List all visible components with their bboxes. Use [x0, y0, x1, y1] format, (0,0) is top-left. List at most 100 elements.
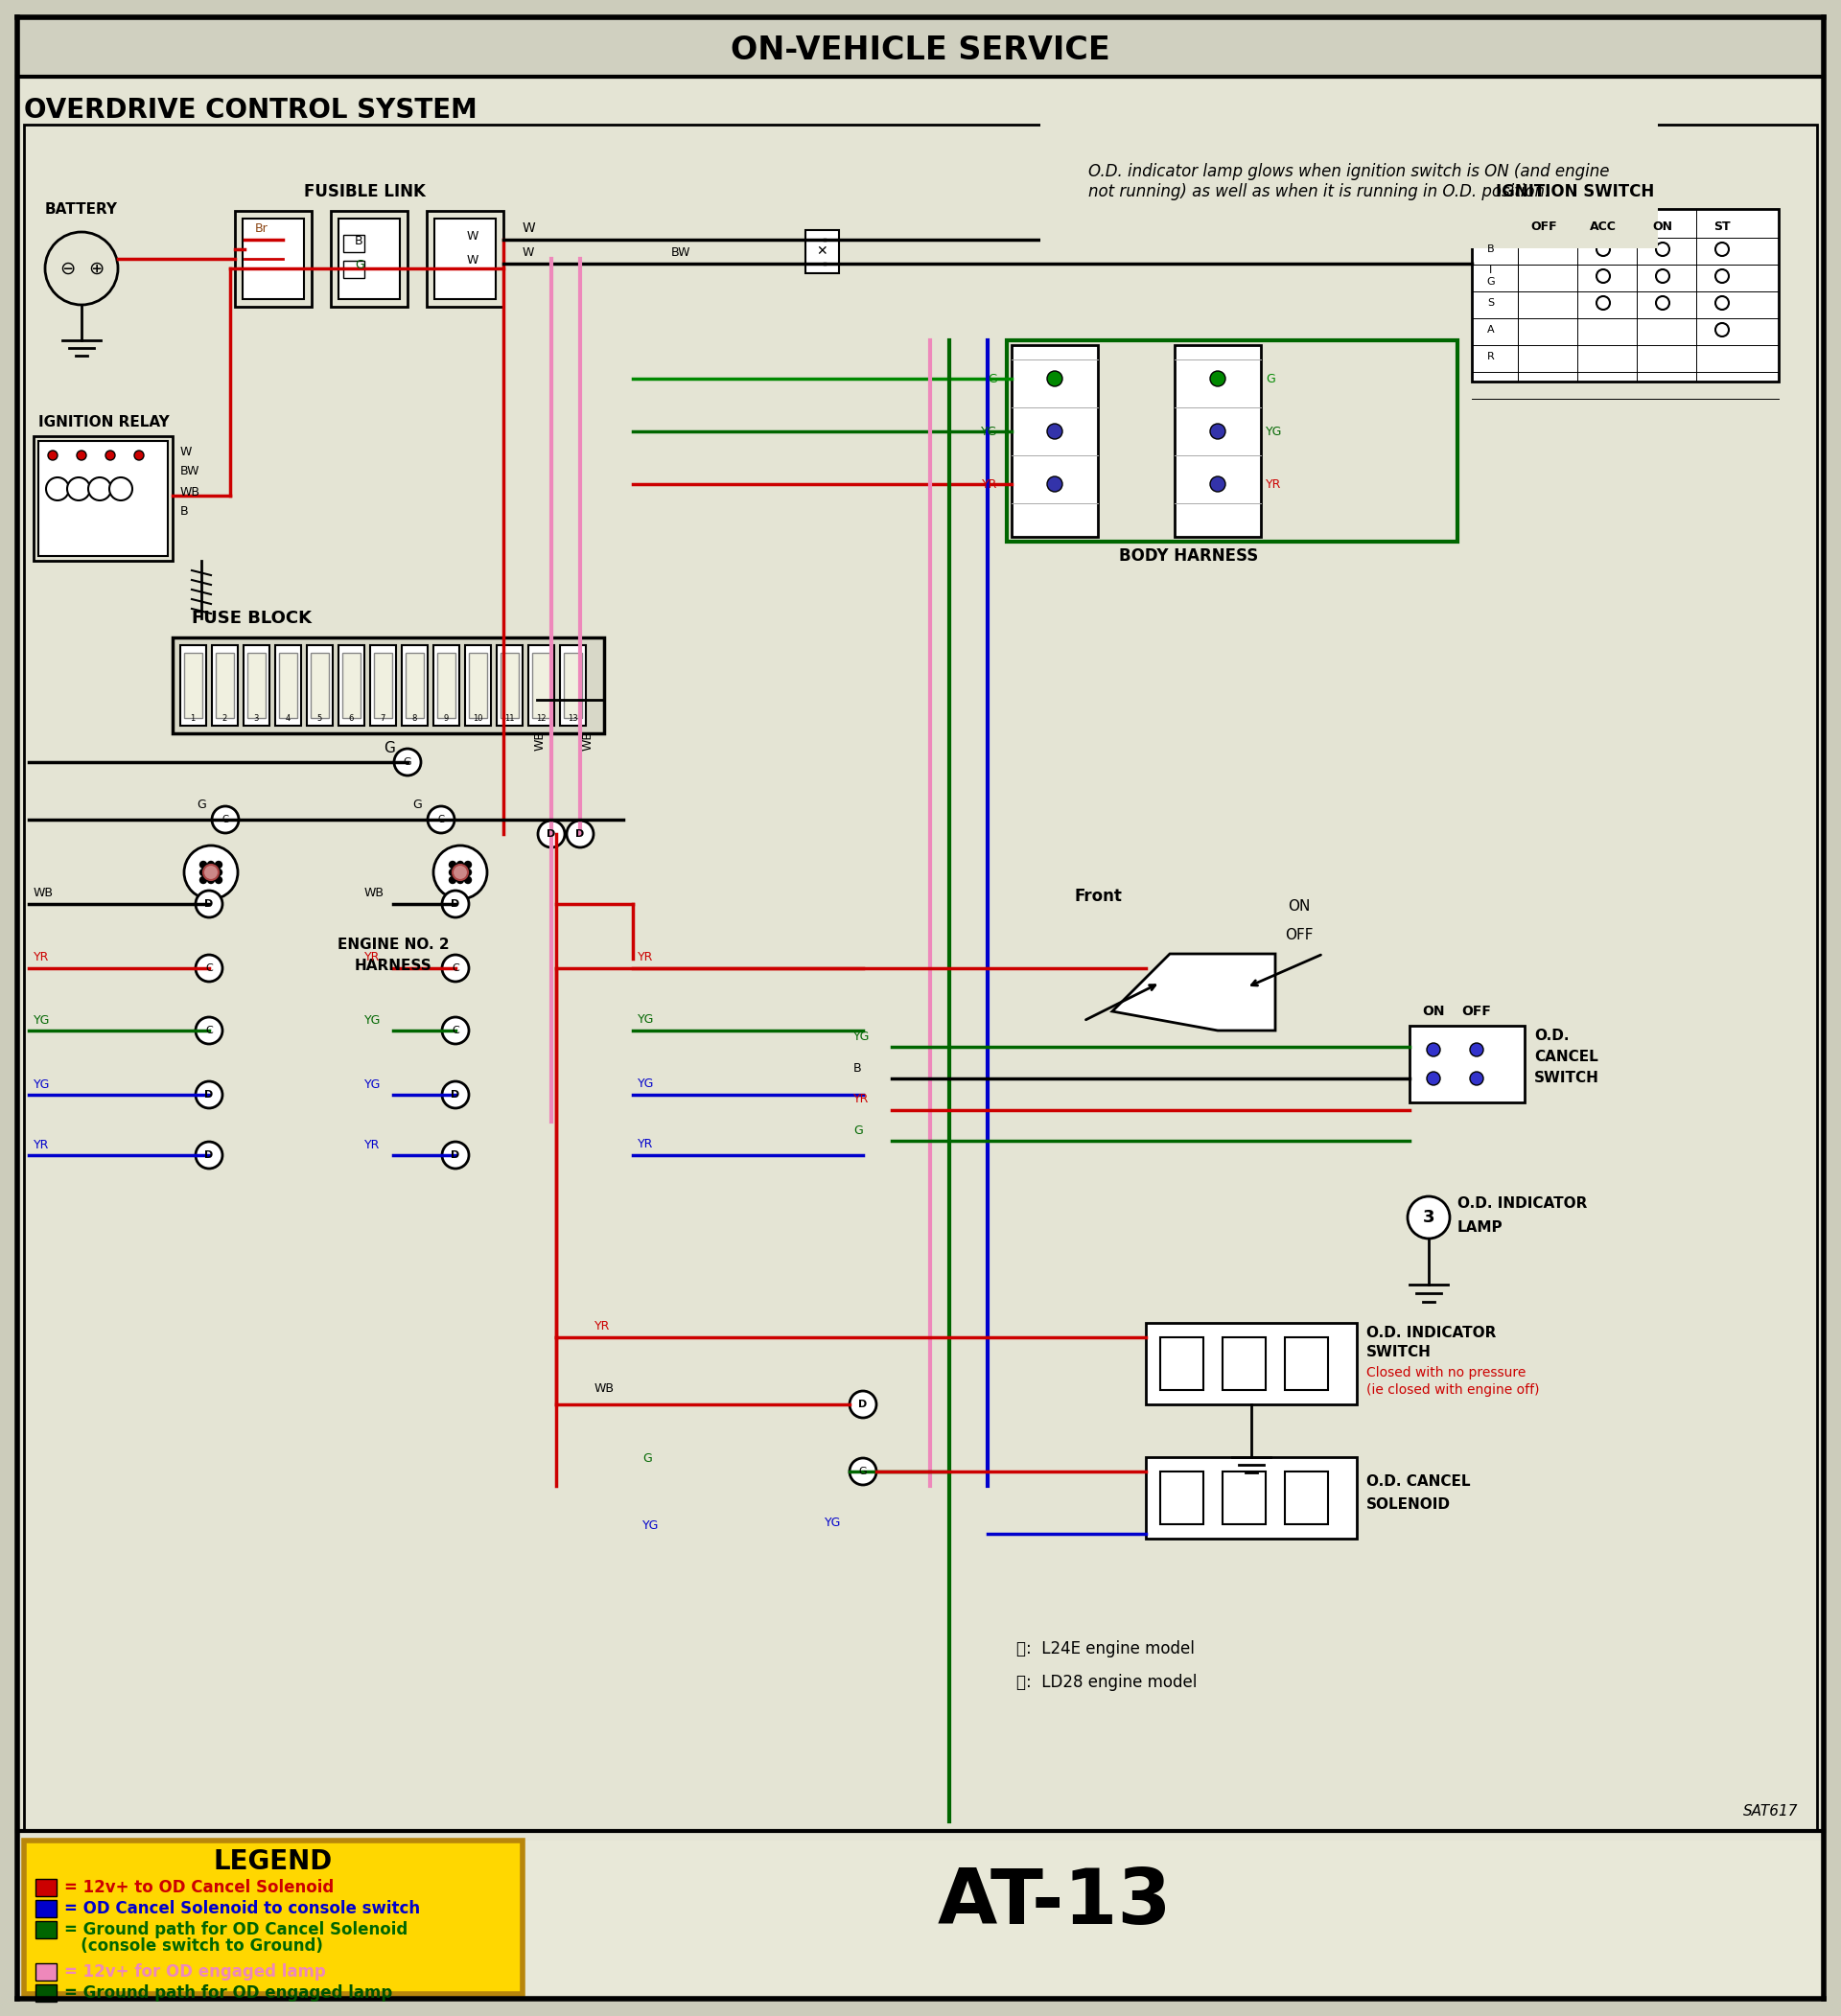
Text: SWITCH: SWITCH: [1366, 1345, 1432, 1359]
Text: C: C: [451, 964, 458, 974]
Circle shape: [849, 1458, 876, 1486]
Text: 5: 5: [317, 714, 322, 722]
Bar: [17, 18, 1824, 77]
Bar: [35, 1984, 57, 2002]
Bar: [35, 1879, 57, 1897]
Bar: [215, 653, 234, 718]
Text: YG: YG: [637, 1014, 654, 1026]
Bar: [331, 212, 407, 306]
Text: G: G: [860, 1468, 867, 1476]
Circle shape: [1210, 476, 1226, 492]
Text: YR: YR: [365, 1139, 379, 1151]
Polygon shape: [1112, 954, 1276, 1030]
Circle shape: [449, 877, 457, 883]
Text: YG: YG: [365, 1014, 381, 1026]
Bar: [1471, 210, 1778, 381]
Circle shape: [1048, 423, 1062, 439]
Text: YR: YR: [595, 1320, 609, 1333]
Text: WB: WB: [595, 1383, 615, 1395]
Bar: [1222, 1337, 1267, 1389]
Text: G: G: [989, 373, 998, 385]
Circle shape: [453, 865, 468, 881]
Circle shape: [1427, 1042, 1440, 1056]
Text: D: D: [451, 1151, 460, 1159]
Text: BW: BW: [672, 246, 690, 258]
Circle shape: [195, 891, 223, 917]
Circle shape: [567, 821, 593, 847]
Bar: [438, 653, 455, 718]
Circle shape: [46, 478, 70, 500]
Bar: [1222, 1472, 1267, 1524]
Circle shape: [1716, 242, 1729, 256]
Circle shape: [215, 877, 223, 883]
Text: ⓖ:  L24E engine model: ⓖ: L24E engine model: [1016, 1641, 1195, 1657]
Text: W: W: [180, 446, 191, 458]
Circle shape: [1469, 1073, 1484, 1085]
Text: G: G: [1267, 373, 1276, 385]
Circle shape: [538, 821, 565, 847]
Bar: [370, 645, 396, 726]
Bar: [405, 653, 423, 718]
Text: YG: YG: [854, 1030, 871, 1042]
Circle shape: [208, 861, 214, 869]
Text: D: D: [204, 1091, 214, 1099]
Text: O.D.: O.D.: [1534, 1028, 1569, 1042]
Circle shape: [1408, 1195, 1451, 1238]
Text: SOLENOID: SOLENOID: [1366, 1498, 1451, 1512]
Text: G: G: [355, 258, 365, 272]
Circle shape: [1655, 270, 1670, 282]
Text: OFF: OFF: [1530, 220, 1557, 232]
Bar: [247, 653, 265, 718]
Circle shape: [109, 478, 133, 500]
Circle shape: [201, 877, 206, 883]
Bar: [236, 212, 311, 306]
Text: Closed with no pressure: Closed with no pressure: [1366, 1367, 1526, 1379]
Circle shape: [77, 450, 87, 460]
Text: FUSIBLE LINK: FUSIBLE LINK: [304, 183, 425, 200]
Bar: [342, 236, 365, 252]
Text: ENGINE NO. 2: ENGINE NO. 2: [337, 937, 449, 952]
Bar: [24, 1841, 523, 1994]
Circle shape: [442, 1141, 469, 1169]
Text: B: B: [854, 1062, 862, 1075]
Text: OFF: OFF: [1462, 1004, 1491, 1018]
Text: D: D: [547, 829, 556, 839]
Bar: [1160, 1337, 1204, 1389]
Circle shape: [1048, 476, 1062, 492]
Circle shape: [433, 845, 488, 899]
Text: Br: Br: [256, 222, 269, 236]
Text: ON-VEHICLE SERVICE: ON-VEHICLE SERVICE: [731, 34, 1110, 67]
Text: C: C: [206, 964, 214, 974]
Bar: [532, 653, 550, 718]
Text: D: D: [204, 899, 214, 909]
Text: ST: ST: [1714, 220, 1731, 232]
Circle shape: [457, 861, 464, 869]
Text: 8: 8: [412, 714, 416, 722]
Bar: [1011, 345, 1097, 536]
Bar: [274, 645, 302, 726]
Bar: [243, 645, 269, 726]
Text: C: C: [206, 1026, 214, 1036]
Text: CANCEL: CANCEL: [1534, 1048, 1598, 1064]
Text: YR: YR: [981, 478, 998, 490]
Text: 9: 9: [444, 714, 449, 722]
Circle shape: [1716, 270, 1729, 282]
Circle shape: [201, 869, 206, 875]
Bar: [563, 653, 582, 718]
Text: BW: BW: [180, 466, 201, 478]
Text: G: G: [221, 814, 228, 825]
Text: LAMP: LAMP: [1458, 1220, 1502, 1234]
Circle shape: [1716, 296, 1729, 310]
Text: YG: YG: [643, 1520, 659, 1532]
Bar: [497, 645, 523, 726]
Bar: [311, 653, 330, 718]
Text: I
G: I G: [1488, 266, 1495, 286]
Text: D: D: [451, 1091, 460, 1099]
Text: ON: ON: [1289, 899, 1311, 913]
Text: YR: YR: [1267, 478, 1281, 490]
Bar: [35, 1921, 57, 1937]
Text: = 12v+ to OD Cancel Solenoid: = 12v+ to OD Cancel Solenoid: [64, 1879, 333, 1897]
Text: ON: ON: [1653, 220, 1673, 232]
Text: 3: 3: [254, 714, 258, 722]
Text: YG: YG: [365, 1079, 381, 1091]
